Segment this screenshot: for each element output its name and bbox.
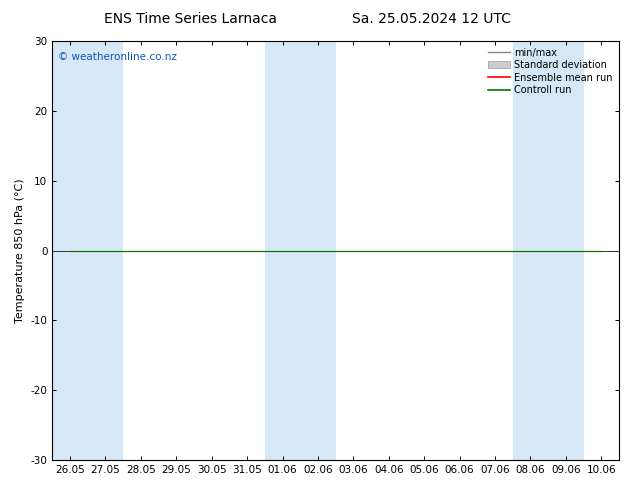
Bar xyxy=(513,41,548,460)
Y-axis label: Temperature 850 hPa (°C): Temperature 850 hPa (°C) xyxy=(15,178,25,323)
Bar xyxy=(301,41,335,460)
Bar xyxy=(52,41,87,460)
Text: © weatheronline.co.nz: © weatheronline.co.nz xyxy=(58,51,177,62)
Bar xyxy=(265,41,301,460)
Text: ENS Time Series Larnaca: ENS Time Series Larnaca xyxy=(104,12,276,26)
Text: Sa. 25.05.2024 12 UTC: Sa. 25.05.2024 12 UTC xyxy=(352,12,510,26)
Bar xyxy=(548,41,583,460)
Bar xyxy=(87,41,123,460)
Legend: min/max, Standard deviation, Ensemble mean run, Controll run: min/max, Standard deviation, Ensemble me… xyxy=(486,46,614,97)
